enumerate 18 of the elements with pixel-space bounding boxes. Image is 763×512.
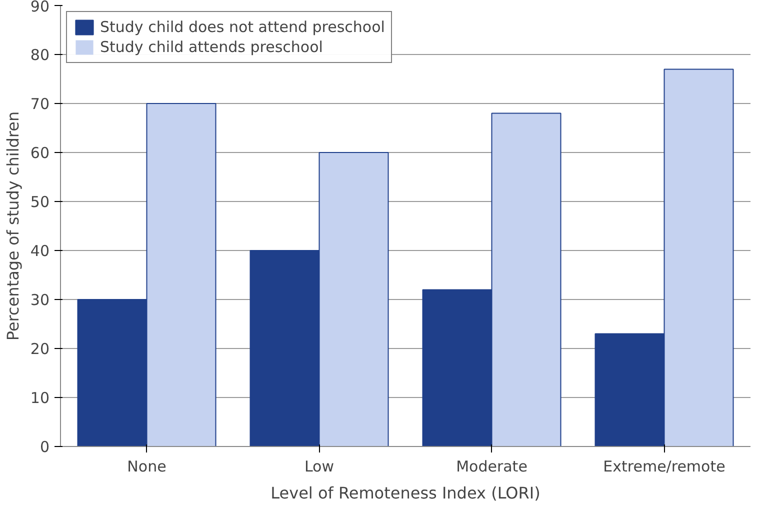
- x-tick-label: Moderate: [456, 458, 528, 476]
- x-tick-label: Low: [304, 458, 334, 476]
- legend-label: Study child does not attend preschool: [100, 18, 385, 36]
- y-tick-label: 10: [30, 389, 50, 407]
- y-tick-label: 0: [40, 438, 50, 456]
- x-tick-label: None: [127, 458, 166, 476]
- y-tick-label: 30: [30, 291, 50, 309]
- x-tick-label: Extreme/remote: [603, 458, 726, 476]
- y-tick-label: 50: [30, 193, 50, 211]
- y-tick-label: 90: [30, 0, 50, 16]
- x-axis-title: Level of Remoteness Index (LORI): [270, 484, 540, 502]
- y-tick-label: 80: [30, 46, 50, 64]
- y-axis-title: Percentage of study children: [3, 111, 22, 341]
- y-tick-label: 70: [30, 95, 50, 113]
- legend-label: Study child attends preschool: [100, 38, 323, 56]
- y-tick-label: 60: [30, 144, 50, 162]
- y-tick-label: 40: [30, 242, 50, 260]
- y-tick-label: 20: [30, 340, 50, 358]
